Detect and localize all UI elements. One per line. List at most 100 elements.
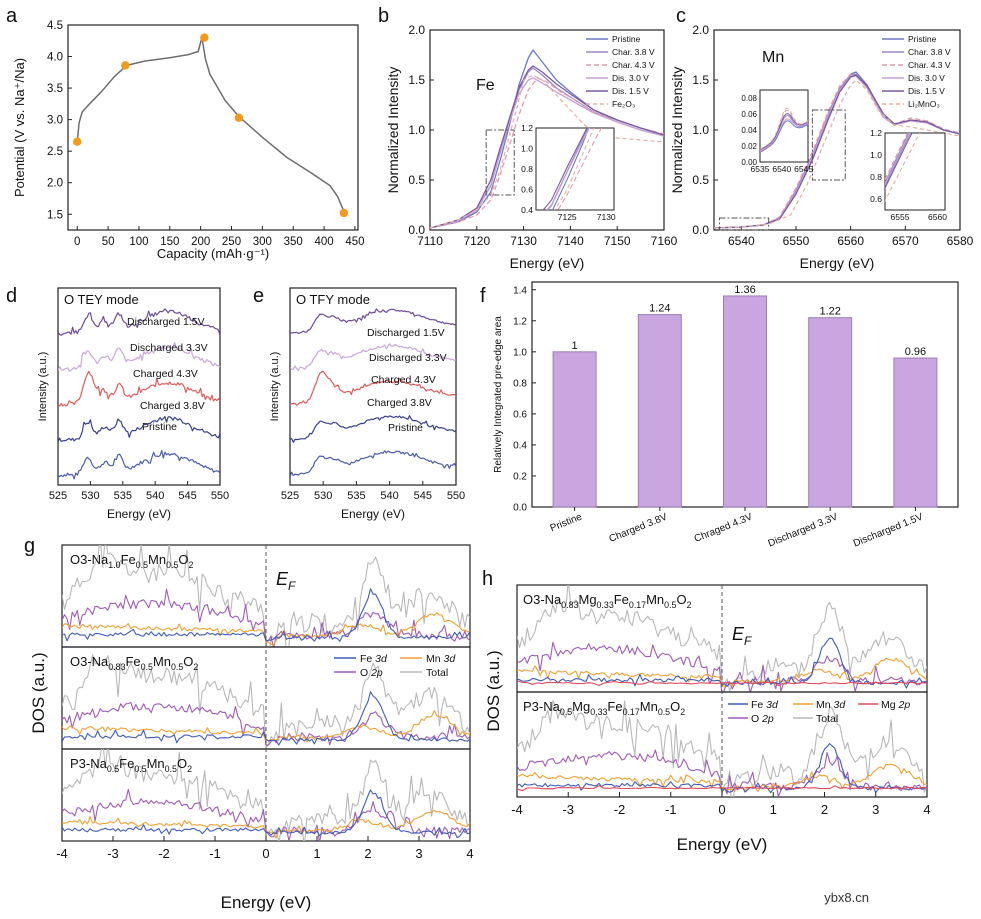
panel-b-element-label: Fe [476,77,495,94]
panel-a-y-tick-label: 3.0 [47,115,63,127]
formula-part: O [676,592,686,607]
panel-letter-c: c [676,5,686,27]
dos-legend-label: Total [426,667,448,679]
panel-b-x-tick-label: 7130 [510,234,537,248]
panel-b-x-tick-label: 7120 [463,234,490,248]
formula-part: O3-Na [70,552,109,567]
panel-a-x-tick-label: 100 [129,236,148,248]
panel-h-mg2p-line [517,680,927,687]
formula-subscript: 2 [193,662,198,672]
panel-d-series-label: Pristine [142,421,177,433]
panel-d-spectrum-line [58,449,220,480]
panel-b-legend-label: Pristine [612,34,641,44]
panel-a-x-tick-label: 0 [74,236,80,248]
panel-f-bar [893,357,938,508]
panel-h-x-tick-label: -1 [665,802,677,817]
panel-f-y-tick-label: 0.2 [513,471,527,482]
panel-d-frame [57,287,221,486]
panel-g-x-tick-label: -2 [158,846,170,861]
panel-a-x-tick-label: 50 [102,236,115,248]
panel-c-legend-label: Pristine [908,34,937,44]
formula-subscript: 0.33 [597,600,614,610]
panel-d-spectrum-line [58,370,220,407]
panel-d-x-tick-label: 550 [211,490,229,502]
panel-d-x-tick-label: 545 [178,490,196,502]
formula-part: P3-Na [70,756,108,771]
panel-f-bar-value-label: 1.24 [649,303,670,315]
panel-a-state-marker [234,113,244,122]
panel-b-zoom-box [485,129,515,196]
legend-element: Fe [360,653,375,665]
panel-g-x-tick-label: 4 [466,846,473,861]
panel-e-x-tick-label: 535 [347,490,365,502]
panel-c-inset-pre-y-tick: 0.00 [741,158,757,167]
panel-a-x-tick-label: 250 [222,236,241,248]
formula-part: Mg [572,699,590,714]
panel-h-formula-label: O3-Na0.83Mg0.33Fe0.17Mn0.5O2 [523,592,692,610]
legend-orbital: 3d [375,653,388,665]
panel-g-x-tick-label: 0 [262,846,269,861]
panel-b-x-tick-label: 7110 [417,234,443,248]
panel-c-inset-edge-y-tick: 0.6 [870,194,882,204]
panel-f-category-label: Charged 3.8V [608,511,670,544]
panel-b-x-axis-label: Energy (eV) [510,255,585,271]
panel-g-formula-label: O3-Na0.83Fe0.5Mn0.5O2 [70,654,198,672]
panel-b-legend-label: Char. 4.3 V [612,60,655,70]
panel-g-y-axis-label: DOS (a.u.) [29,652,48,733]
panel-c-x-tick-label: 6540 [728,234,755,248]
dos-legend-label: Mn 3d [816,699,846,711]
legend-orbital: 2p [761,713,774,725]
legend-element: Mn [426,653,444,665]
panel-c-inset-pre-x-tick: 6545 [794,164,813,174]
panel-c-inset-pre-line [760,120,808,153]
panel-g-x-tick-label: 1 [313,846,320,861]
panel-g-fe3d-line [62,588,470,642]
panel-h-x-tick-label: 3 [872,802,879,817]
panel-f-bar-value-label: 1.36 [734,284,755,296]
panel-c-inset-edge-x-tick: 6560 [928,212,947,222]
panel-c-inset-edge-y-tick: 1.2 [870,128,882,138]
panel-a-y-tick-label: 1.5 [47,209,63,221]
panel-letter-e: e [253,285,264,307]
panel-g-fermi-label: EF [276,569,296,593]
watermark-text: ybx8.cn [824,890,869,905]
formula-subscript: 0.5 [136,560,148,570]
panel-d-x-tick-label: 525 [49,490,67,502]
panel-d-spectrum-line [58,416,220,443]
formula-part: O [183,654,193,669]
fermi-e: E [732,624,745,644]
panel-d-x-tick-label: 530 [81,490,99,502]
panel-a-state-marker [339,208,349,218]
panel-c-x-tick-label: 6560 [837,234,864,248]
panel-c-inset-edge-y-tick: 0.8 [870,172,882,182]
panel-h-x-tick-label: 2 [821,802,828,817]
formula-subscript: 0.5 [166,560,178,570]
legend-element: Fe [751,699,766,711]
panel-d-x-tick-label: 535 [114,490,132,502]
panel-a-state-marker [73,137,82,146]
panel-h-x-tick-label: -4 [511,802,523,817]
panel-b-x-tick-label: 7160 [651,234,678,248]
panel-e-series-label: Pristine [388,422,423,434]
panel-b-x-tick-label: 7140 [557,234,584,248]
panel-a-frame [67,24,359,231]
panel-f-bar [552,351,597,508]
dos-legend-label: Fe 3d [360,653,388,665]
panel-c-inset-pre-x-tick: 6535 [751,164,770,174]
formula-part: O [178,552,188,567]
formula-subscript: 0.5 [134,764,146,774]
panel-b-x-tick-label: 7150 [604,234,631,248]
panel-e-x-tick-label: 545 [414,490,432,502]
panel-c-legend-label: Dis. 1.5 V [908,86,945,96]
legend-orbital: 2p [370,667,383,679]
panel-e-series-label: Charged 4.3V [371,374,436,386]
formula-part: Mn [640,699,658,714]
formula-subscript: 0.5 [171,662,183,672]
panel-e-spectrum-line [290,370,456,406]
formula-part: Mn [147,756,165,771]
panel-c-legend-label: Dis. 3.0 V [908,73,945,83]
formula-subscript: 0.33 [590,707,607,717]
panel-h-mg2p-line [517,785,927,792]
panel-c-inset-pre-y-tick: 0.06 [741,110,757,119]
